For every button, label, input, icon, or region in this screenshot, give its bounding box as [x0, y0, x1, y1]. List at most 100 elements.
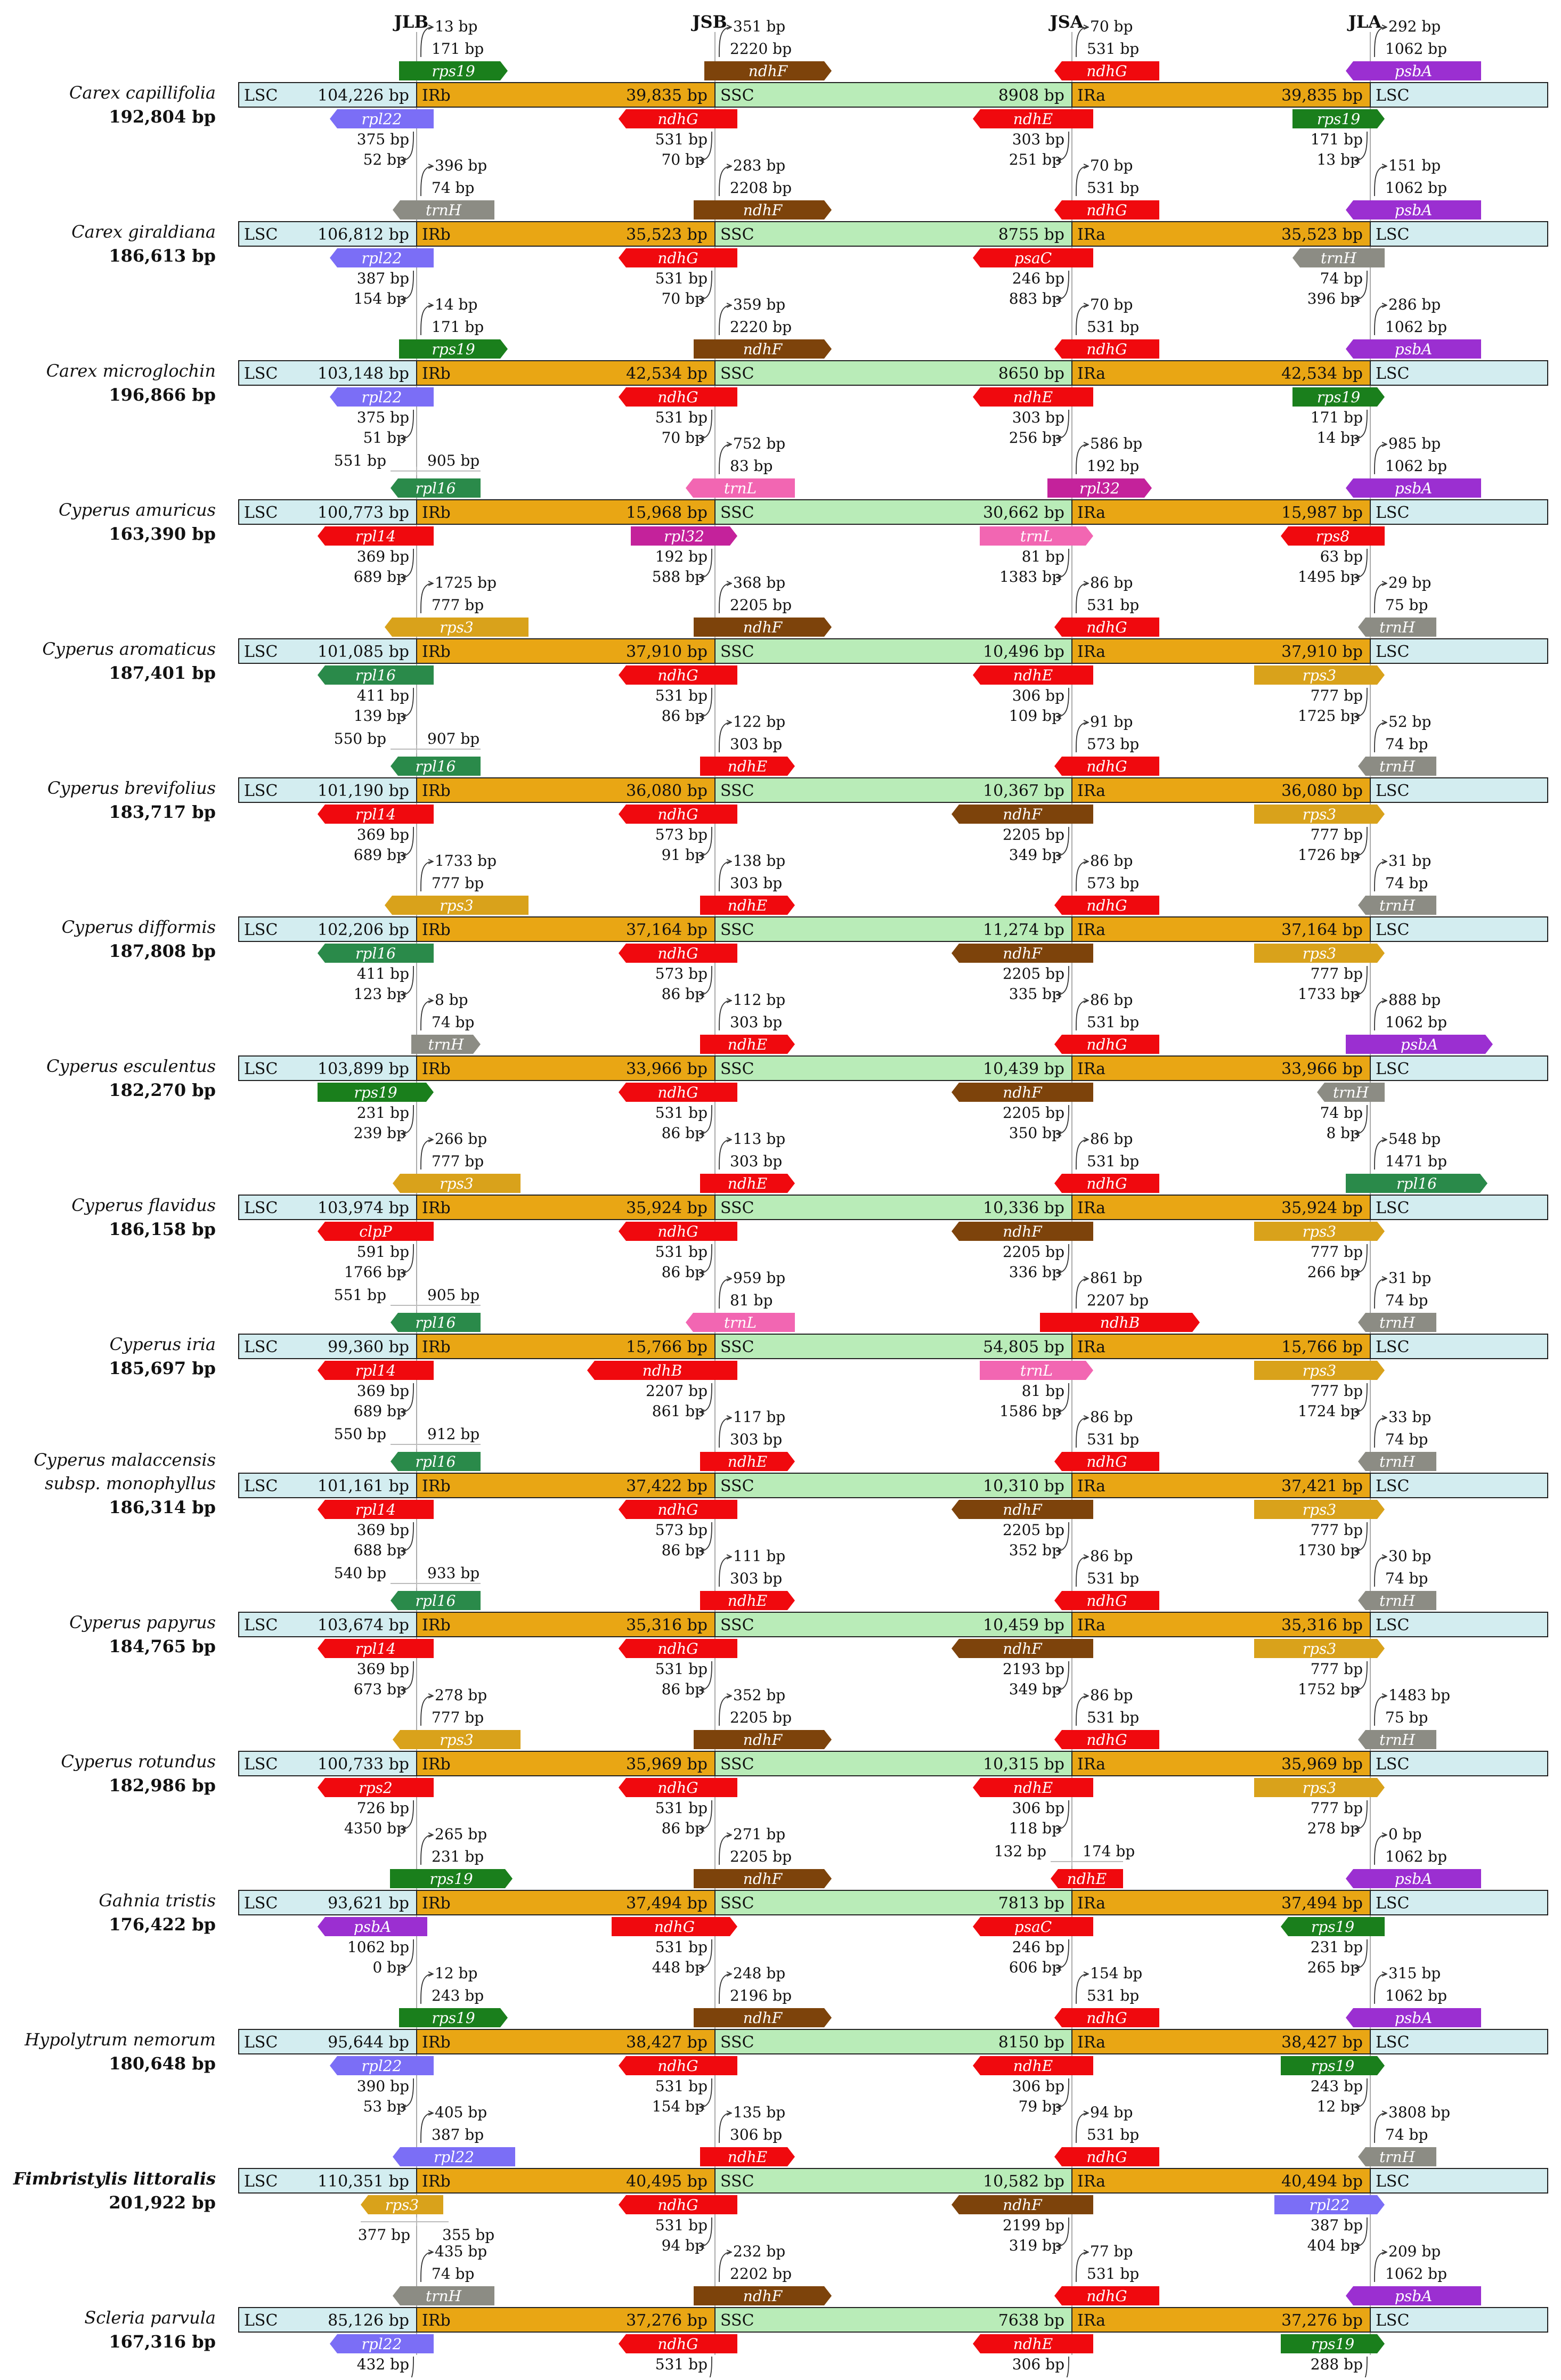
distance-label: 369 bp	[357, 548, 409, 565]
distance-label: 531 bp	[1087, 318, 1139, 336]
region-length: 7813 bp	[998, 1894, 1064, 1913]
region-label: SSC	[720, 1755, 754, 1774]
distance-label: 83 bp	[730, 457, 773, 475]
genome-size: 163,390 bp	[109, 524, 216, 544]
distance-label: 306 bp	[1012, 1799, 1064, 1817]
ira-region	[1071, 2029, 1371, 2054]
distance-label: 531 bp	[655, 1799, 708, 1817]
distance-label: 154 bp	[1090, 1964, 1142, 1982]
distance-label: 266 bp	[1307, 1263, 1360, 1281]
region-length: 93,621 bp	[328, 1894, 409, 1913]
distance-arrow	[402, 1244, 414, 1273]
lsc-end-region	[1370, 1751, 1548, 1776]
lsc-end-region	[1370, 360, 1548, 386]
gene-trnh: trnH	[1358, 757, 1436, 776]
distance-arrow	[1076, 27, 1088, 58]
annotation-jla-top: psbA 292 bp 1062 bp	[1346, 18, 1481, 80]
region-label: LSC	[244, 921, 278, 939]
gene-label: rps3	[440, 1731, 474, 1749]
gene-trnh: trnH	[393, 200, 494, 220]
region-length: 8150 bp	[998, 2033, 1064, 2052]
gene-label: trnL	[1020, 527, 1053, 545]
region-length: 106,812 bp	[318, 225, 409, 244]
distance-arrow	[1065, 2356, 1069, 2380]
distance-label: 70 bp	[662, 429, 704, 446]
lsc-end-region	[1370, 916, 1548, 942]
gene-label: ndhG	[657, 2196, 698, 2214]
species-name: Scleria parvula	[84, 2308, 216, 2328]
distance-label: 74 bp	[1385, 874, 1428, 892]
distance-arrow	[719, 1140, 731, 1170]
region-label: LSC	[1376, 1060, 1409, 1078]
distance-arrow	[1374, 583, 1386, 614]
gene-label: rpl22	[362, 2335, 402, 2353]
gene-ndhg: ndhG	[619, 248, 737, 267]
gene-ndhf: ndhF	[952, 1500, 1093, 1519]
genome-size: 186,613 bp	[109, 246, 216, 266]
region-label: LSC	[1376, 2311, 1409, 2330]
region-label: IRb	[422, 2311, 451, 2330]
gene-label: ndhG	[657, 1223, 698, 1240]
gene-label: rpl14	[355, 527, 396, 545]
gene-trnh: trnH	[1358, 618, 1436, 637]
distance-arrow	[410, 2356, 414, 2380]
distance-label: 4350 bp	[344, 1819, 406, 1837]
distance-label: 359 bp	[733, 296, 785, 313]
annotation-jlb-top: rps19 265 bp 231 bp	[390, 1825, 513, 1888]
distance-label: 123 bp	[354, 985, 406, 1003]
gene-label: trnH	[428, 1036, 464, 1053]
distance-arrow	[719, 27, 731, 58]
region-length: 104,226 bp	[318, 86, 409, 105]
distance-label: 689 bp	[354, 568, 406, 586]
distance-arrow	[1057, 1939, 1069, 1968]
distance-label: 94 bp	[1090, 2103, 1133, 2121]
ira-region	[1071, 2168, 1371, 2194]
gene-trnh: trnH	[1358, 2147, 1436, 2166]
gene-label: ndhG	[1086, 1036, 1127, 1053]
species-row: Cyperus amuricus 163,390 bp LSC 100,773 bp I…	[59, 435, 1548, 586]
lsc-region	[238, 1334, 417, 1359]
distance-label: 777 bp	[1311, 965, 1363, 982]
region-length: 15,987 bp	[1281, 503, 1363, 522]
gene-rpl32: rpl32	[631, 526, 737, 546]
annotation-jsb-bottom: ndhG 531 bp 154 bp	[619, 2056, 737, 2115]
distance-arrow	[420, 1001, 433, 1031]
distance-label: 777 bp	[1311, 1660, 1363, 1678]
gene-ndhe: ndhE	[973, 387, 1093, 407]
distance-label: 265 bp	[435, 1825, 487, 1843]
distance-label: 243 bp	[1311, 2077, 1363, 2095]
gene-ndhg: ndhG	[619, 2056, 737, 2075]
distance-label: 2205 bp	[1003, 1521, 1064, 1539]
lsc-end-region	[1370, 1055, 1548, 1081]
annotation-jlb-top: rpl16 550 bp 912 bp	[334, 1425, 481, 1471]
lsc-end-region	[1370, 1890, 1548, 1915]
distance-arrow	[1076, 1418, 1088, 1448]
lsc-end-region	[1370, 2168, 1548, 2194]
irb-region	[416, 777, 716, 803]
annotation-jla-bottom: rps3 777 bp 1733 bp	[1254, 944, 1385, 1003]
distance-label: 12 bp	[1317, 2098, 1360, 2115]
distance-arrow	[1076, 444, 1088, 475]
distance-arrow	[402, 270, 414, 299]
distance-label: 1495 bp	[1298, 568, 1360, 586]
distance-arrow	[1374, 1557, 1386, 1587]
annotation-jsb-bottom: ndhG 531 bp 70 bp	[619, 109, 737, 168]
annotation-jlb-top: rps3 278 bp 777 bp	[393, 1686, 521, 1749]
distance-label: 13 bp	[435, 18, 477, 35]
distance-arrow	[1374, 1279, 1386, 1309]
distance-label: 551 bp	[334, 1286, 386, 1304]
annotation-jsb-top: ndhE 112 bp 303 bp	[700, 991, 795, 1054]
annotation-jsa-top: ndhG 70 bp 531 bp	[1054, 157, 1159, 220]
distance-label: 113 bp	[733, 1130, 785, 1148]
distance-label: 2205 bp	[1003, 1104, 1064, 1122]
distance-label: 81 bp	[1022, 1382, 1064, 1400]
distance-label: 74 bp	[1385, 1291, 1428, 1309]
distance-label: 33 bp	[1388, 1408, 1431, 1426]
distance-label: 777 bp	[432, 874, 484, 892]
gene-label: ndhE	[728, 897, 767, 914]
annotation-jsa-top: ndhG 154 bp 531 bp	[1054, 1964, 1159, 2027]
gene-trnh: trnH	[1358, 1452, 1436, 1471]
region-length: 10,496 bp	[983, 643, 1064, 661]
region-label: IRb	[422, 503, 451, 522]
